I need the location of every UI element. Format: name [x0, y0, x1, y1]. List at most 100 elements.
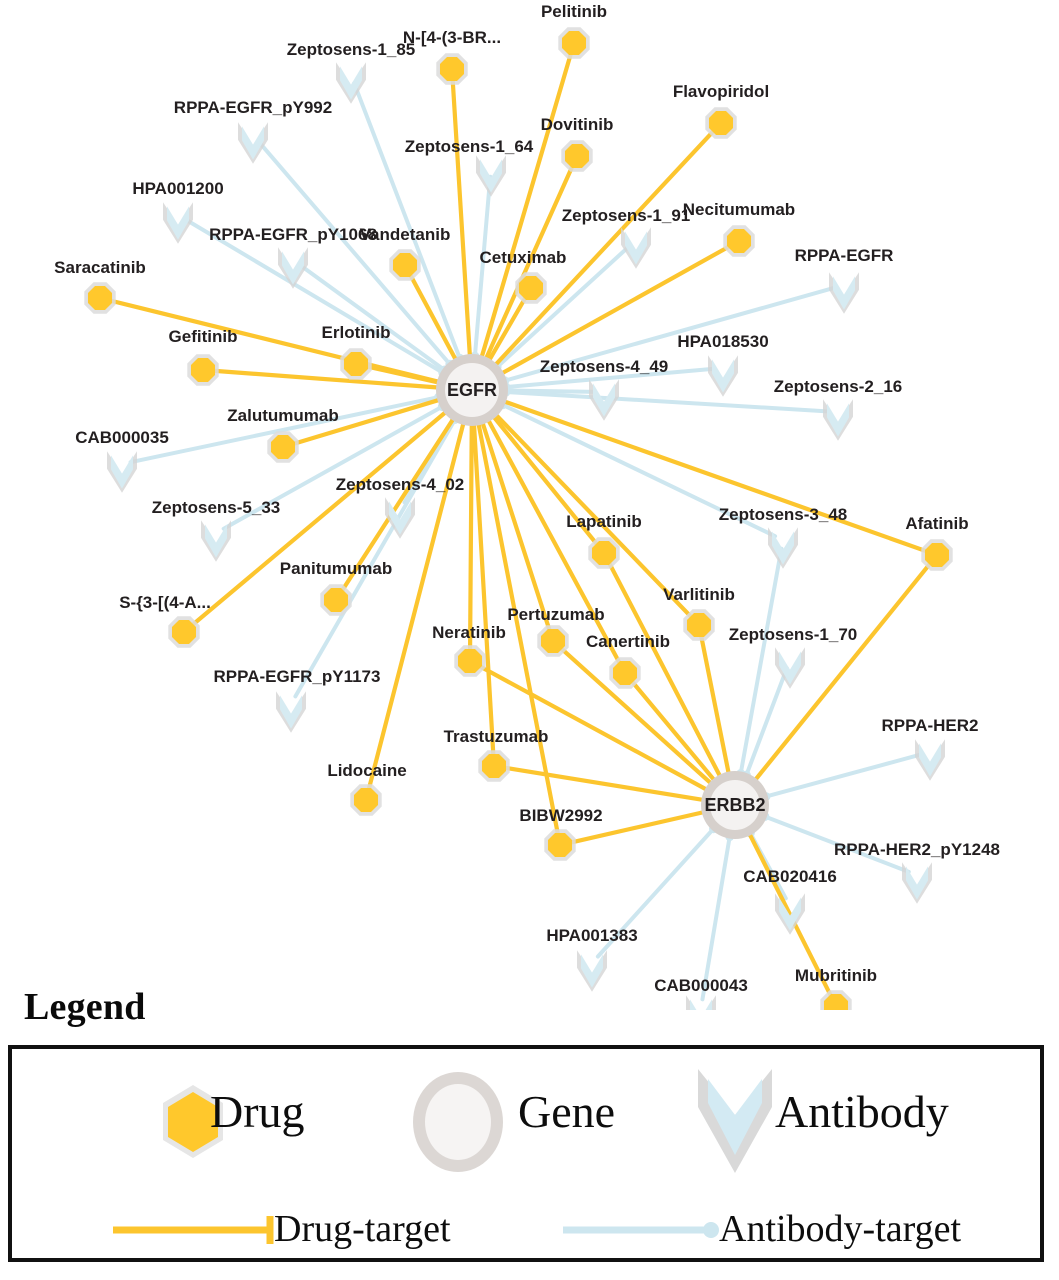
antibody-node[interactable]: [107, 451, 137, 493]
node-label: Lidocaine: [327, 761, 406, 780]
node-label: Trastuzumab: [444, 727, 549, 746]
node-label: Necitumumab: [683, 200, 795, 219]
antibody-target-edge: [183, 217, 445, 375]
antibody-node[interactable]: [385, 497, 415, 539]
antibody-node[interactable]: [708, 355, 738, 397]
antibody-node-shape: [389, 501, 411, 535]
node-label: CAB000043: [654, 976, 748, 995]
drug-target-edge: [289, 397, 442, 447]
antibody-target-edge: [298, 263, 447, 373]
antibody-node[interactable]: [336, 62, 366, 104]
gene-node[interactable]: [436, 354, 508, 426]
antibody-node[interactable]: [686, 995, 716, 1010]
antibody-target-edge: [700, 834, 732, 1002]
node-label: CAB020416: [743, 867, 837, 886]
drug-nodes: [84, 27, 953, 1010]
antibody-target-edge: [738, 546, 784, 776]
node-label: Gefitinib: [169, 327, 238, 346]
drug-node[interactable]: [544, 829, 576, 861]
antibody-node[interactable]: [589, 379, 619, 421]
antibody-target-edge: [352, 81, 462, 361]
drug-node[interactable]: [436, 53, 468, 85]
drug-target-edge: [450, 75, 472, 359]
drug-node-shape: [87, 285, 113, 311]
drug-node[interactable]: [389, 249, 421, 281]
drug-node[interactable]: [320, 584, 352, 616]
antibody-node-shape: [827, 403, 849, 437]
antibody-node[interactable]: [775, 647, 805, 689]
drug-node[interactable]: [478, 750, 510, 782]
drug-target-edge: [486, 417, 623, 668]
node-label: RPPA-HER2_pY1248: [834, 840, 1000, 859]
drug-node[interactable]: [340, 348, 372, 380]
drug-target-edge: [491, 414, 601, 549]
antibody-node[interactable]: [201, 520, 231, 562]
node-label: Neratinib: [432, 623, 506, 642]
antibody-node[interactable]: [775, 893, 805, 935]
node-label: HPA018530: [677, 332, 768, 351]
node-label: RPPA-EGFR: [795, 246, 894, 265]
drug-node[interactable]: [350, 784, 382, 816]
drug-target-edge: [362, 363, 441, 385]
antibody-node-shape: [919, 743, 941, 777]
drug-node[interactable]: [683, 609, 715, 641]
antibody-node[interactable]: [238, 122, 268, 164]
drug-node[interactable]: [267, 431, 299, 463]
node-label: RPPA-EGFR_pY992: [174, 98, 332, 117]
drug-node[interactable]: [515, 272, 547, 304]
node-label: CAB000035: [75, 428, 169, 447]
drug-node[interactable]: [588, 537, 620, 569]
antibody-node[interactable]: [276, 691, 306, 733]
drug-node[interactable]: [609, 657, 641, 689]
node-labels: N-[4-(3-BR... Pelitinib Flavopiridol Doviti…: [54, 2, 1000, 995]
antibody-target-edge: [221, 404, 445, 531]
node-label: BIBW2992: [519, 806, 602, 825]
node-label: Zeptosens-4_02: [336, 475, 465, 494]
gene-node[interactable]: [701, 771, 769, 839]
antibody-node[interactable]: [278, 247, 308, 289]
antibody-node[interactable]: [476, 155, 506, 197]
antibody-node[interactable]: [823, 399, 853, 441]
antibody-node[interactable]: [768, 527, 798, 569]
drug-node[interactable]: [723, 225, 755, 257]
drug-node[interactable]: [820, 990, 852, 1010]
node-label: Zeptosens-2_16: [774, 377, 903, 396]
drug-node[interactable]: [921, 539, 953, 571]
drug-node[interactable]: [84, 282, 116, 314]
antibody-target-edge: [503, 390, 832, 414]
drug-target-edge: [467, 421, 474, 655]
legend-title: Legend: [24, 986, 146, 1028]
antibody-node-shape: [833, 276, 855, 310]
drug-target-edge: [493, 412, 695, 621]
drug-node[interactable]: [558, 27, 590, 59]
antibody-node[interactable]: [163, 202, 193, 244]
antibody-node[interactable]: [621, 227, 651, 269]
antibody-target-edge: [503, 388, 598, 394]
antibody-node-shape: [772, 531, 794, 565]
node-label: RPPA-EGFR_pY1173: [214, 667, 381, 686]
node-label: RPPA-EGFR_pY1068: [209, 225, 377, 244]
drug-target-edge: [698, 631, 731, 776]
node-label: Mubritinib: [795, 966, 877, 985]
drug-node-shape: [343, 351, 369, 377]
drug-node[interactable]: [705, 107, 737, 139]
antibody-target-edge: [472, 174, 493, 359]
antibody-node[interactable]: [577, 950, 607, 992]
drug-node[interactable]: [454, 645, 486, 677]
drug-node[interactable]: [168, 616, 200, 648]
antibody-node[interactable]: [915, 739, 945, 781]
antibody-node[interactable]: [902, 862, 932, 904]
drug-target-edge: [188, 409, 449, 629]
legend-panel: Legend Drug Gene Antibody Dru: [0, 985, 1059, 1280]
gene-label: ERBB2: [704, 795, 765, 815]
drug-target-edge: [471, 421, 496, 760]
drug-node[interactable]: [561, 140, 593, 172]
drug-target-edge: [480, 420, 553, 635]
drug-node-shape: [439, 56, 465, 82]
drug-node[interactable]: [187, 354, 219, 386]
antibody-target-edge: [762, 814, 911, 874]
antibody-node[interactable]: [829, 272, 859, 314]
node-label: Lapatinib: [566, 512, 642, 531]
drug-node[interactable]: [537, 625, 569, 657]
antibody-target-edge: [503, 366, 717, 390]
